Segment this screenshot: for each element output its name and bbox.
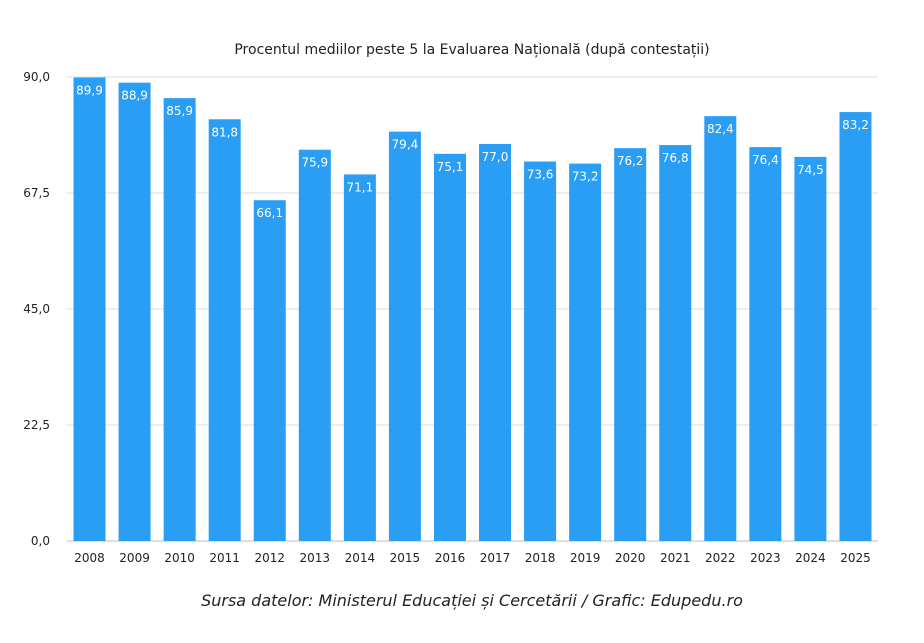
x-tick-label: 2020 [615, 551, 646, 565]
bar [118, 82, 151, 541]
gridlines [67, 76, 878, 542]
bar [749, 147, 782, 542]
source-note: Sursa datelor: Ministerul Educației și C… [201, 591, 743, 610]
bar-value-label: 82,4 [707, 122, 734, 136]
bar [524, 161, 557, 541]
bar-value-labels: 89,9 88,9 85,9 81,8 66,1 75,9 71,1 79,4 75,1 77,0… [76, 84, 869, 221]
bar [569, 163, 602, 541]
bar [794, 156, 827, 541]
bar [253, 200, 286, 541]
y-tick-label: 90,0 [23, 70, 50, 84]
bar-value-label: 76,4 [752, 153, 779, 167]
y-tick-label: 0,0 [31, 534, 50, 548]
bar-value-label: 89,9 [76, 84, 103, 98]
x-tick-label: 2010 [164, 551, 195, 565]
bar [343, 174, 376, 541]
bar [163, 98, 196, 541]
x-tick-label: 2012 [254, 551, 285, 565]
bar [433, 153, 466, 541]
x-tick-label: 2013 [300, 551, 331, 565]
x-tick-label: 2016 [435, 551, 466, 565]
bar [659, 145, 692, 541]
x-tick-label: 2018 [525, 551, 556, 565]
x-tick-label: 2011 [209, 551, 240, 565]
bar [298, 149, 331, 541]
y-axis: 0,0 22,5 45,0 67,5 90,0 [23, 70, 50, 548]
x-axis: 2008 2009 2010 2011 2012 2013 2014 2015 2016 2017… [74, 551, 870, 565]
bar-value-label: 88,9 [121, 89, 148, 103]
bar-value-label: 76,8 [662, 151, 689, 165]
x-tick-label: 2021 [660, 551, 691, 565]
bar-value-label: 79,4 [392, 138, 419, 152]
bars [73, 77, 872, 542]
x-tick-label: 2024 [795, 551, 826, 565]
x-tick-label: 2008 [74, 551, 105, 565]
x-tick-label: 2019 [570, 551, 601, 565]
bar-value-label: 73,6 [527, 168, 554, 182]
bar [208, 119, 241, 541]
bar [614, 148, 647, 541]
chart-title: Procentul mediilor peste 5 la Evaluarea … [234, 42, 709, 58]
y-tick-label: 22,5 [23, 418, 50, 432]
y-tick-label: 67,5 [23, 186, 50, 200]
bar [73, 77, 106, 541]
bar-value-label: 71,1 [347, 180, 374, 194]
bar [704, 116, 737, 541]
x-tick-label: 2017 [480, 551, 511, 565]
bar-value-label: 77,0 [482, 150, 509, 164]
x-tick-label: 2014 [345, 551, 376, 565]
bar [388, 131, 421, 541]
bar-value-label: 66,1 [256, 206, 283, 220]
bar [479, 144, 512, 541]
y-tick-label: 45,0 [23, 302, 50, 316]
bar-value-label: 76,2 [617, 154, 644, 168]
bar-value-label: 83,2 [842, 118, 869, 132]
bar-value-label: 75,1 [437, 160, 464, 174]
x-tick-label: 2025 [840, 551, 871, 565]
bar-value-label: 81,8 [211, 125, 238, 139]
bar [839, 112, 872, 542]
bar-value-label: 85,9 [166, 104, 193, 118]
bar-value-label: 74,5 [797, 163, 824, 177]
bar-value-label: 75,9 [301, 156, 328, 170]
bar-value-label: 73,2 [572, 170, 599, 184]
x-tick-label: 2015 [390, 551, 421, 565]
x-tick-label: 2009 [119, 551, 150, 565]
x-tick-label: 2023 [750, 551, 781, 565]
x-tick-label: 2022 [705, 551, 736, 565]
